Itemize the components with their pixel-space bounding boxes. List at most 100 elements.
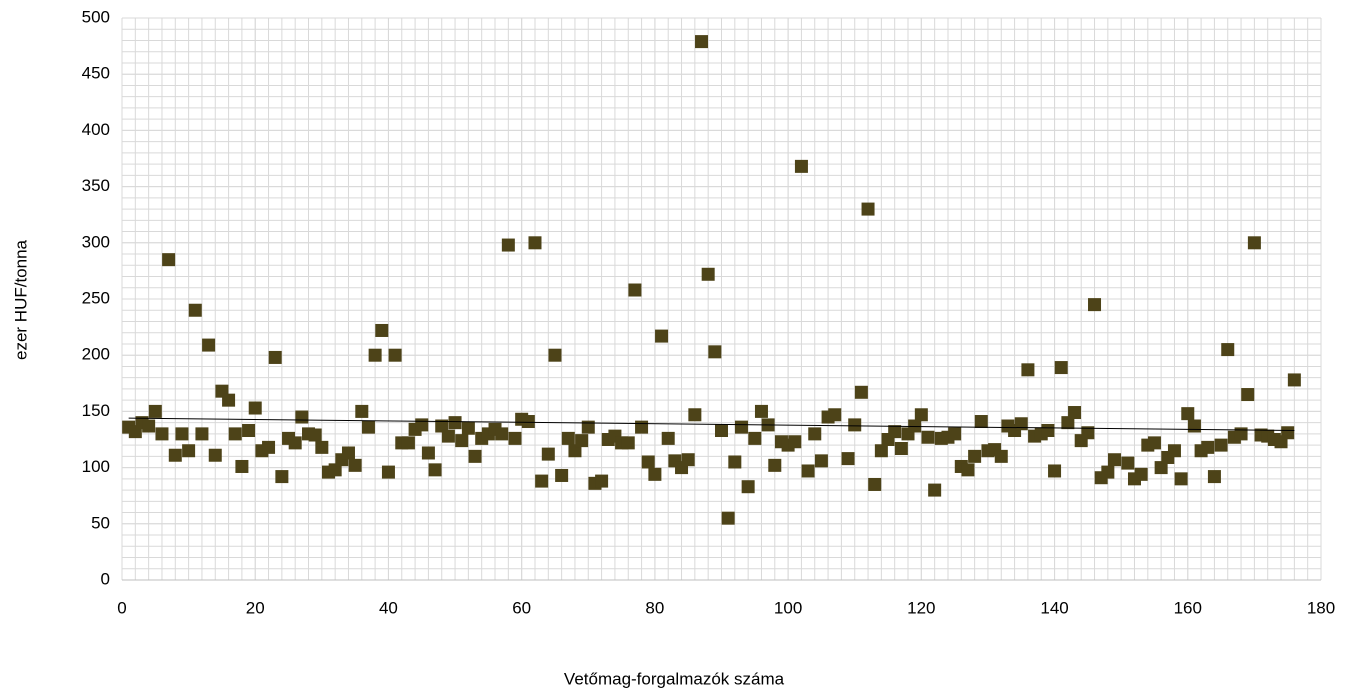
marker: [235, 459, 249, 473]
marker: [495, 427, 509, 441]
marker: [195, 427, 209, 441]
marker: [375, 323, 389, 337]
marker: [914, 408, 928, 422]
marker: [635, 420, 649, 434]
marker: [788, 435, 802, 449]
marker: [175, 427, 189, 441]
marker: [808, 427, 822, 441]
marker: [715, 424, 728, 438]
marker: [428, 463, 442, 477]
x-tick-label: 140: [1040, 598, 1068, 617]
marker: [794, 159, 808, 173]
marker: [228, 427, 242, 441]
marker: [894, 441, 908, 455]
marker: [368, 348, 382, 362]
x-tick-label: 40: [379, 598, 398, 617]
marker: [1048, 464, 1062, 478]
marker: [814, 454, 828, 468]
y-tick-label: 50: [91, 513, 110, 532]
y-tick-label: 200: [82, 345, 110, 364]
x-tick-label: 80: [645, 598, 664, 617]
marker: [748, 431, 762, 445]
marker: [1101, 465, 1115, 479]
x-tick-label: 180: [1307, 598, 1335, 617]
marker: [1014, 417, 1028, 431]
marker: [621, 436, 635, 450]
marker: [841, 452, 855, 466]
marker: [248, 401, 262, 415]
marker: [874, 444, 888, 458]
marker: [381, 465, 395, 479]
marker: [388, 348, 402, 362]
marker: [148, 404, 162, 418]
marker: [1247, 236, 1261, 250]
marker: [501, 238, 515, 252]
marker: [754, 404, 768, 418]
x-tick-label: 0: [117, 598, 126, 617]
y-tick-label: 400: [82, 120, 110, 139]
marker: [695, 35, 709, 49]
marker: [508, 431, 522, 445]
marker: [315, 440, 329, 454]
marker: [448, 416, 462, 430]
marker: [1134, 467, 1148, 481]
marker: [268, 350, 282, 364]
marker: [555, 468, 569, 482]
marker: [168, 448, 182, 462]
marker: [655, 329, 669, 343]
marker: [528, 236, 542, 250]
y-tick-label: 450: [82, 64, 110, 83]
marker: [854, 385, 868, 399]
marker: [648, 467, 662, 481]
marker: [1081, 426, 1095, 440]
marker: [861, 202, 875, 216]
marker: [1021, 363, 1035, 377]
marker: [734, 420, 748, 434]
marker: [1147, 436, 1161, 450]
marker: [348, 458, 362, 472]
x-tick-label: 120: [907, 598, 935, 617]
y-tick-label: 250: [82, 288, 110, 307]
marker: [222, 393, 236, 407]
x-axis-label: Vetőmag-forgalmazók száma: [564, 669, 785, 688]
marker: [768, 458, 782, 472]
marker: [262, 440, 276, 454]
marker: [1241, 388, 1255, 402]
marker: [968, 449, 982, 463]
marker: [1154, 461, 1168, 475]
marker: [595, 474, 609, 488]
marker: [928, 483, 942, 497]
marker: [641, 455, 655, 469]
marker: [295, 410, 309, 424]
x-tick-label: 20: [246, 598, 265, 617]
marker: [961, 463, 975, 477]
marker: [728, 455, 742, 469]
y-tick-label: 500: [82, 7, 110, 26]
marker: [162, 253, 176, 267]
marker: [1201, 440, 1215, 454]
marker: [288, 436, 302, 450]
marker: [661, 431, 675, 445]
marker: [1041, 424, 1055, 438]
marker: [1121, 456, 1135, 470]
marker: [1287, 373, 1301, 387]
x-tick-label: 160: [1174, 598, 1202, 617]
marker: [208, 448, 222, 462]
marker: [741, 480, 755, 494]
marker: [548, 348, 562, 362]
marker: [708, 345, 722, 359]
marker: [1108, 453, 1122, 467]
marker: [568, 444, 582, 458]
marker: [535, 474, 549, 488]
marker: [242, 424, 256, 438]
marker: [1054, 361, 1068, 375]
marker: [581, 420, 595, 434]
marker: [868, 477, 882, 491]
marker: [628, 283, 642, 297]
marker: [341, 446, 355, 460]
y-tick-label: 350: [82, 176, 110, 195]
marker: [681, 453, 695, 467]
marker: [361, 420, 375, 434]
marker: [308, 428, 322, 442]
